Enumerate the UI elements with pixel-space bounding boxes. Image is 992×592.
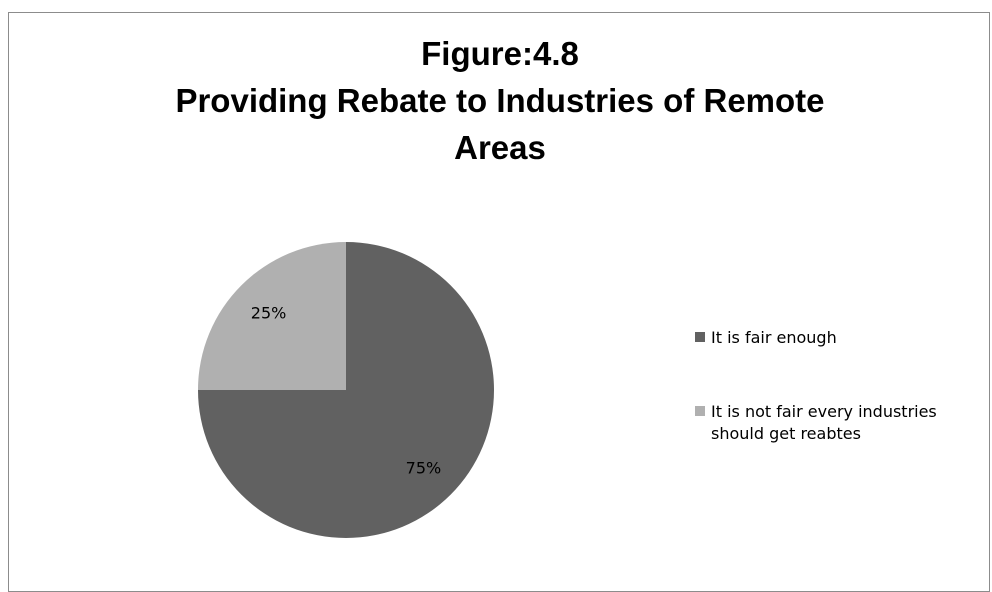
pie-data-labels: 75% 25% [251,304,441,478]
chart-frame [8,12,990,592]
title-line-3: Areas [454,129,546,166]
title-line-1: Figure:4.8 [421,35,579,72]
pie-data-label-0: 75% [406,458,442,477]
legend-swatch-fair [695,332,705,342]
legend-swatch-not-fair [695,406,705,416]
title-line-2: Providing Rebate to Industries of Remote [175,82,825,119]
legend-item-not-fair: It is not fair every industries should g… [695,401,937,445]
pie-data-label-1: 25% [251,304,287,323]
legend-item-fair: It is fair enough [695,327,837,349]
legend-label-fair: It is fair enough [711,328,837,347]
pie-slices [198,242,494,538]
pie-slice-1 [198,242,346,390]
legend-label-not-fair: It is not fair every industries should g… [711,402,937,443]
chart-title: Figure:4.8 Providing Rebate to Industrie… [0,30,992,171]
